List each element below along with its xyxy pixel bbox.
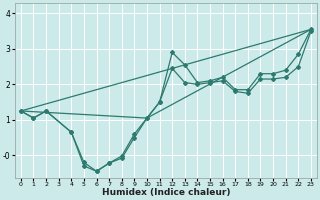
X-axis label: Humidex (Indice chaleur): Humidex (Indice chaleur) [102, 188, 230, 197]
